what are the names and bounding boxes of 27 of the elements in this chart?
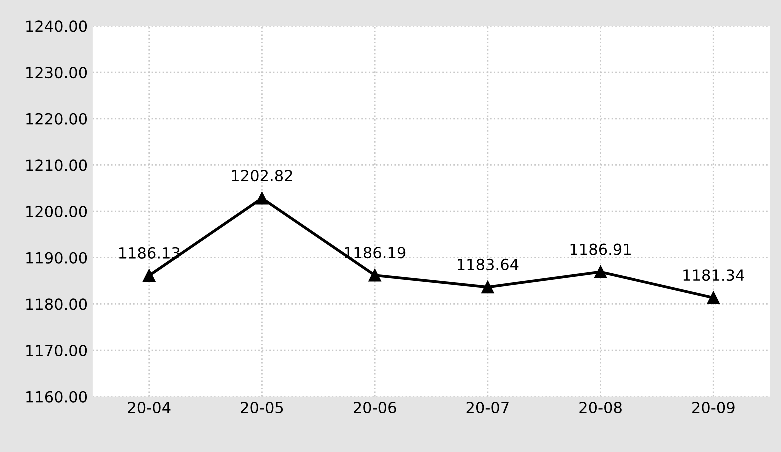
y-tick-label: 1210.00 <box>26 160 88 172</box>
y-tick-label: 1220.00 <box>26 113 88 125</box>
data-label: 1183.64 <box>458 258 519 270</box>
y-tick-label: 1240.00 <box>26 20 88 32</box>
x-tick-label: 20-05 <box>241 402 284 414</box>
y-tick-label: 1170.00 <box>26 344 88 357</box>
data-label: 1186.91 <box>570 244 631 256</box>
point <box>707 292 720 304</box>
x-tick-label: 20-07 <box>466 402 509 414</box>
y-tick-label: 1160.00 <box>26 391 88 403</box>
point <box>368 269 382 282</box>
data-label: 1186.13 <box>119 247 180 259</box>
y-tick-label: 1190.00 <box>26 252 88 264</box>
point <box>594 266 608 278</box>
data-label: 1202.82 <box>232 170 292 182</box>
point <box>256 192 268 205</box>
y-tick-label: 1200.00 <box>26 206 88 218</box>
data-label: 1186.19 <box>345 247 406 259</box>
point <box>482 281 494 294</box>
y-tick-label: 1180.00 <box>26 298 88 310</box>
data-label: 1181.34 <box>684 270 744 282</box>
point <box>143 270 156 282</box>
x-tick-label: 20-04 <box>128 402 171 414</box>
x-tick-label: 20-06 <box>354 402 396 414</box>
y-tick-label: 1230.00 <box>26 67 88 79</box>
x-tick-label: 20-08 <box>580 402 622 414</box>
x-tick-label: 20-09 <box>692 402 735 414</box>
